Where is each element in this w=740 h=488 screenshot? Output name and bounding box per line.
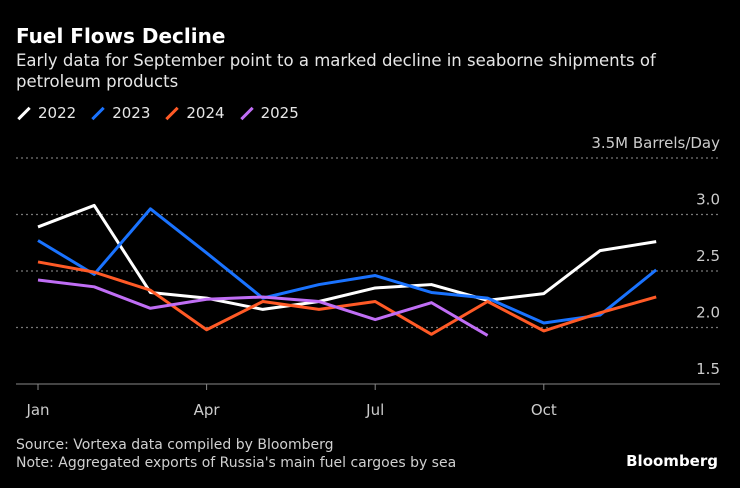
y-tick-label: 3.0: [696, 191, 720, 209]
legend-label: 2024: [186, 104, 225, 122]
x-tick-label: Oct: [531, 401, 557, 419]
legend-item-2024: 2024: [164, 104, 225, 122]
legend-label: 2023: [112, 104, 151, 122]
y-tick-label: 1.5: [696, 360, 720, 378]
footer-notes: Source: Vortexa data compiled by Bloombe…: [16, 436, 456, 472]
x-tick-label: Jul: [365, 401, 384, 419]
series-line-2023: [37, 207, 658, 325]
chart-title: Fuel Flows Decline: [16, 24, 226, 48]
series-line-2024: [37, 260, 657, 336]
note-text: Note: Aggregated exports of Russia's mai…: [16, 455, 457, 471]
y-tick-label: 3.5M Barrels/Day: [591, 134, 720, 152]
series-line-2025: [37, 278, 489, 337]
y-tick-label: 2.5: [696, 247, 720, 265]
x-tick-label: Apr: [194, 401, 221, 419]
legend-item-2022: 2022: [16, 104, 76, 122]
y-tick-label: 2.0: [696, 304, 720, 322]
bloomberg-logo: Bloomberg: [626, 452, 718, 470]
legend-item-2023: 2023: [90, 104, 150, 122]
chart-subtitle: Early data for September point to a mark…: [16, 51, 656, 91]
legend-item-2025: 2025: [239, 104, 299, 122]
series-line-2022: [37, 203, 657, 311]
x-tick-label: Jan: [25, 401, 49, 419]
source-text: Source: Vortexa data compiled by Bloombe…: [16, 437, 334, 453]
legend: 2022 2023 2024 2025: [16, 104, 299, 122]
legend-label: 2022: [38, 104, 77, 122]
legend-label: 2025: [260, 104, 299, 122]
